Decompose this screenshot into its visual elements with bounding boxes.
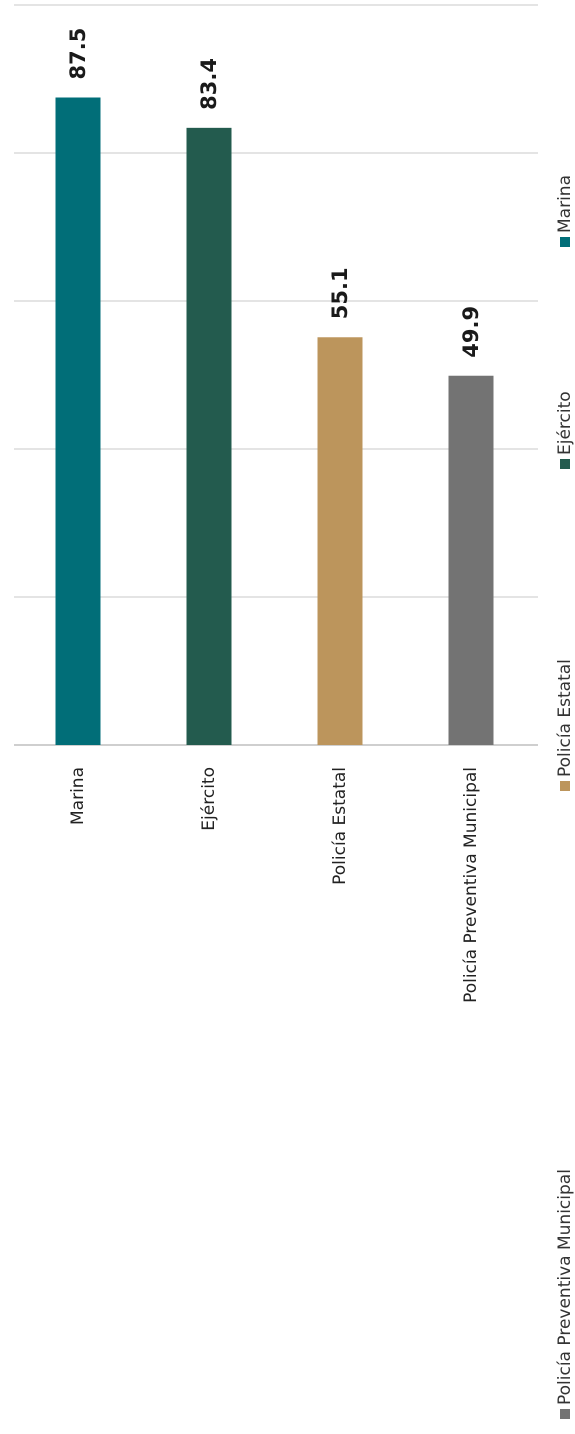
data-label: 87.5 [66, 28, 90, 80]
bar-1 [55, 97, 101, 745]
legend-swatch [560, 459, 570, 469]
bar-2 [186, 127, 232, 746]
bar-3 [317, 337, 363, 745]
legend-swatch [560, 781, 570, 791]
value-labels: 87.5 83.4 55.1 49.9 [66, 28, 483, 358]
legend-label: Policía Estatal [555, 659, 575, 777]
bars [55, 97, 494, 746]
category-label: Policía Estatal [330, 767, 350, 885]
bar-4 [448, 375, 494, 745]
legend-label: Marina [555, 175, 575, 233]
category-label: Policía Preventiva Municipal [461, 767, 481, 1003]
category-labels: Marina Ejército Policía Estatal Policía Pre… [68, 767, 481, 1003]
legend-label: Policía Preventiva Municipal [555, 1169, 575, 1405]
category-label: Ejército [199, 767, 219, 831]
legend: Marina Ejército Policía Estatal Policía Pre… [555, 175, 575, 1419]
legend-label: Ejército [555, 391, 575, 455]
legend-swatch [560, 1409, 570, 1419]
data-label: 49.9 [459, 306, 483, 358]
legend-swatch [560, 237, 570, 247]
category-label: Marina [68, 767, 88, 825]
data-label: 55.1 [328, 267, 352, 319]
data-label: 83.4 [197, 58, 221, 110]
